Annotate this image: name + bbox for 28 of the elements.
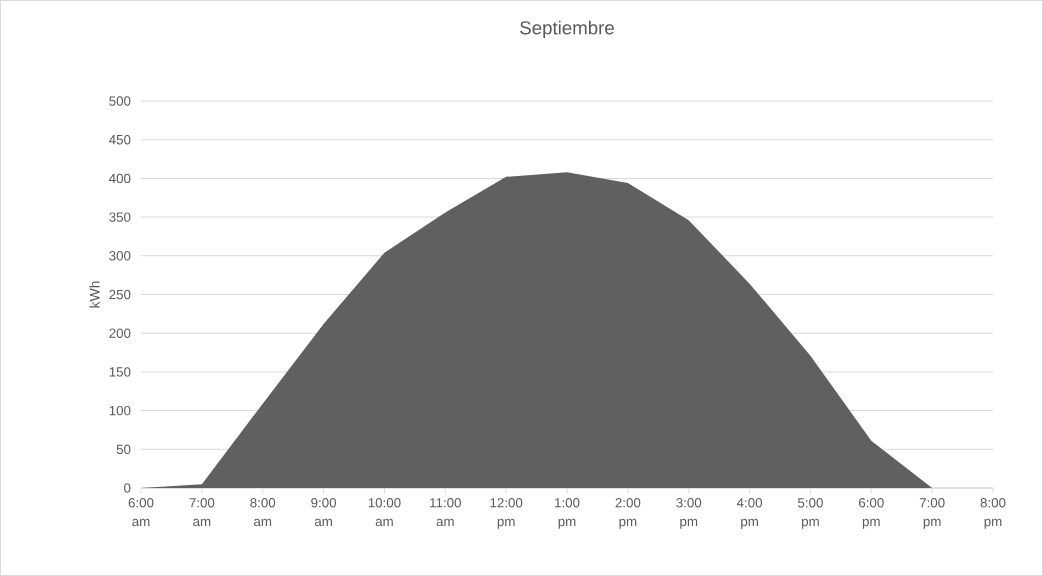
y-tick-label: 200: [109, 328, 131, 338]
x-tick-label: 10:00 am: [368, 498, 401, 527]
x-tick-label: 3:00 pm: [676, 498, 702, 529]
x-tick-label: 6:00 pm: [858, 498, 884, 529]
y-tick-label: 300: [109, 251, 131, 261]
y-tick-label: 50: [116, 444, 131, 455]
x-tick-label: 11:00 am: [430, 498, 461, 527]
x-tick-label: 8:00 pm: [980, 498, 1006, 529]
x-tick-label: 12:00 pm: [490, 498, 523, 529]
x-tick-label: 7:00 pm: [919, 498, 945, 529]
x-tick-label: 9:00 am: [311, 498, 337, 527]
x-tick-label: 2:00 pm: [615, 498, 641, 529]
x-tick-label: 7:00 am: [189, 498, 215, 527]
chart-title: Septiembre: [520, 20, 614, 39]
x-tick-label: 1:00 pm: [555, 498, 580, 529]
y-tick-label: 450: [109, 134, 131, 145]
y-tick-label: 0: [124, 483, 131, 493]
x-tick-label: 8:00 am: [250, 498, 276, 527]
x-tick-label: 5:00 pm: [798, 498, 823, 529]
y-tick-label: 500: [109, 96, 131, 106]
y-tick-label: 250: [109, 289, 131, 300]
y-axis-title: kWh: [89, 281, 100, 308]
x-tick-label: 6:00 am: [128, 498, 154, 527]
x-tick-label: 4:00 pm: [736, 498, 763, 529]
y-tick-label: 400: [109, 173, 131, 184]
y-tick-label: 150: [109, 367, 131, 377]
y-tick-label: 100: [109, 405, 131, 416]
y-tick-label: 350: [109, 212, 131, 222]
